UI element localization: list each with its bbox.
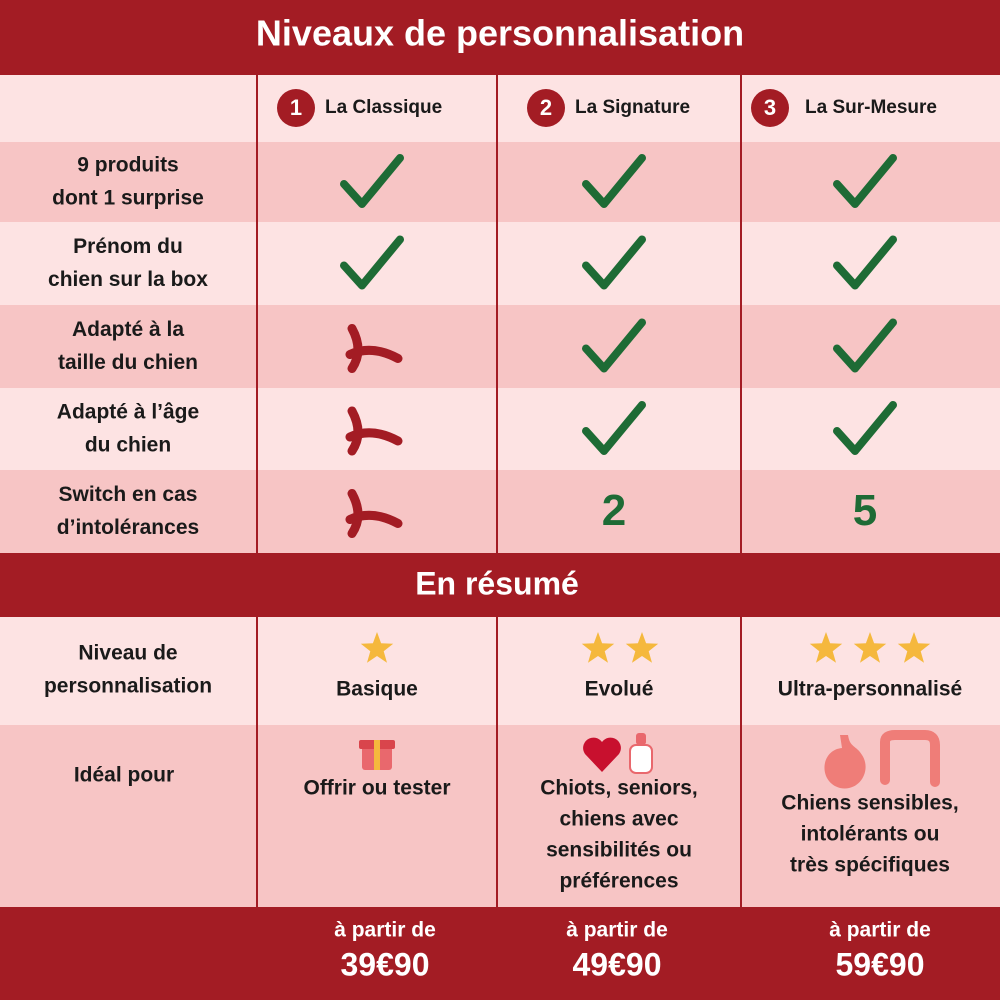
plan-name: La Sur-Mesure [805, 97, 937, 118]
check-icon [833, 154, 897, 208]
price-amount: 49€90 [573, 946, 662, 982]
switch-count: 2 [602, 486, 626, 535]
stomach-icon [824, 735, 866, 789]
check-icon [582, 318, 646, 373]
feature-label: du chien [85, 434, 171, 457]
check-icon [340, 154, 404, 208]
switch-count: 5 [853, 486, 877, 535]
summary-cell: très spécifiques [790, 854, 950, 877]
star-icon [853, 632, 887, 663]
check-icon [833, 401, 897, 455]
feature-label: taille du chien [58, 351, 198, 374]
title-bar [0, 0, 1000, 75]
plan-number: 1 [290, 95, 302, 120]
plan-number: 3 [764, 95, 776, 120]
price-prefix: à partir de [566, 919, 668, 942]
feature-label: d’intolérances [57, 516, 199, 539]
summary-label: Idéal pour [74, 764, 174, 787]
summary-cell: sensibilités ou [546, 839, 692, 862]
price-amount: 59€90 [836, 946, 925, 982]
price-prefix: à partir de [334, 919, 436, 942]
summary-cell: Offrir ou tester [303, 777, 450, 800]
check-icon [833, 235, 897, 290]
summary-cell: Ultra-personnalisé [778, 678, 962, 701]
summary-cell: Chiens sensibles, [781, 792, 958, 815]
summary-cell: Chiots, seniors, [540, 777, 698, 800]
plan-number-badge [751, 89, 789, 127]
summary-row-bg [0, 617, 1000, 725]
summary-cell: intolérants ou [801, 823, 940, 846]
cross-icon [345, 489, 403, 538]
feature-row-bg [0, 142, 1000, 222]
check-icon [833, 318, 897, 373]
summary-cell: Basique [336, 678, 418, 701]
summary-title: En résumé [415, 565, 579, 601]
feature-row-bg [0, 222, 1000, 305]
summary-cell: chiens avec [559, 808, 678, 831]
price-prefix: à partir de [829, 919, 931, 942]
summary-cell: Evolué [585, 678, 654, 701]
heart-icon [583, 737, 621, 772]
price-amount: 39€90 [341, 946, 430, 982]
feature-row-bg [0, 388, 1000, 470]
check-icon [582, 235, 646, 290]
star-icon [897, 632, 931, 663]
feature-label: Adapté à la [72, 318, 184, 341]
plan-name: La Classique [325, 97, 442, 118]
cross-icon [345, 406, 403, 456]
summary-bar [0, 553, 1000, 617]
price-bar [0, 907, 1000, 1000]
check-icon [582, 154, 646, 208]
cross-icon [345, 324, 403, 373]
plan-number: 2 [540, 95, 552, 120]
feature-row-bg [0, 470, 1000, 553]
header-row [0, 75, 1000, 142]
star-icon [581, 632, 615, 663]
summary-label: personnalisation [44, 675, 212, 698]
bottle-icon [629, 744, 653, 774]
summary-label: Niveau de [78, 642, 177, 665]
check-icon [582, 401, 646, 455]
feature-row-bg [0, 305, 1000, 388]
feature-label: Prénom du [73, 235, 183, 258]
intestine-icon [880, 730, 940, 787]
star-icon [360, 632, 394, 663]
gift-icon [374, 740, 380, 770]
feature-label: dont 1 surprise [52, 187, 204, 210]
check-icon [340, 235, 404, 290]
star-icon [809, 632, 843, 663]
plan-name: La Signature [575, 97, 690, 118]
plan-number-badge [527, 89, 565, 127]
feature-label: chien sur la box [48, 268, 208, 291]
feature-label: Adapté à l’âge [57, 401, 199, 424]
plan-number-badge [277, 89, 315, 127]
feature-label: 9 produits [77, 154, 179, 177]
feature-label: Switch en cas [59, 483, 198, 506]
summary-cell: préférences [559, 870, 678, 893]
bottle-icon [636, 733, 646, 745]
star-icon [625, 632, 659, 663]
title: Niveaux de personnalisation [256, 13, 744, 54]
